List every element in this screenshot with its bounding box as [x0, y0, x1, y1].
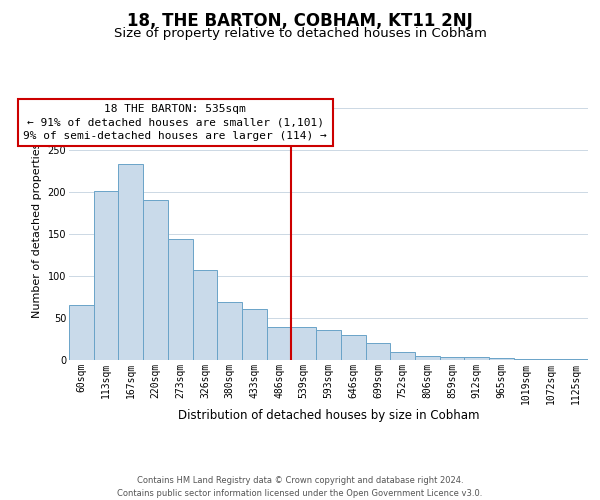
Bar — [168, 239, 193, 360]
Bar — [193, 270, 217, 360]
Bar — [69, 306, 94, 360]
Bar — [365, 343, 390, 360]
Bar — [514, 359, 539, 360]
Bar — [539, 359, 563, 360]
Bar — [316, 330, 341, 360]
Bar — [563, 359, 588, 360]
Bar — [94, 190, 118, 360]
Bar — [242, 309, 267, 360]
Bar — [341, 335, 365, 360]
Y-axis label: Number of detached properties: Number of detached properties — [32, 142, 42, 318]
Bar — [489, 358, 514, 360]
Bar — [143, 200, 168, 360]
Bar — [390, 352, 415, 360]
Text: 18, THE BARTON, COBHAM, KT11 2NJ: 18, THE BARTON, COBHAM, KT11 2NJ — [127, 12, 473, 30]
Text: Size of property relative to detached houses in Cobham: Size of property relative to detached ho… — [113, 28, 487, 40]
Text: 18 THE BARTON: 535sqm
← 91% of detached houses are smaller (1,101)
9% of semi-de: 18 THE BARTON: 535sqm ← 91% of detached … — [23, 104, 327, 141]
Bar — [292, 328, 316, 360]
X-axis label: Distribution of detached houses by size in Cobham: Distribution of detached houses by size … — [178, 410, 479, 422]
Bar — [415, 356, 440, 360]
Bar — [440, 356, 464, 360]
Bar — [118, 164, 143, 360]
Bar — [464, 358, 489, 360]
Text: Contains HM Land Registry data © Crown copyright and database right 2024.
Contai: Contains HM Land Registry data © Crown c… — [118, 476, 482, 498]
Bar — [217, 302, 242, 360]
Bar — [267, 328, 292, 360]
